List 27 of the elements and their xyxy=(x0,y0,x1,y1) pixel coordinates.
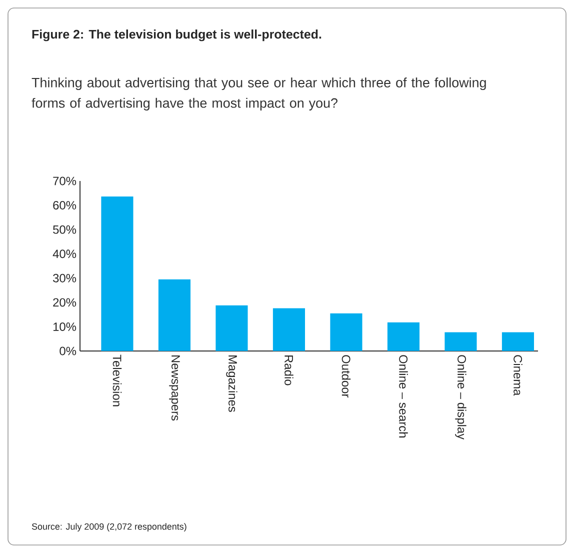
source-note: Source: July 2009 (2,072 respondents) xyxy=(32,523,186,532)
x-tick-label: Cinema xyxy=(514,355,522,396)
bar xyxy=(330,313,362,351)
x-tick-label: Outdoor xyxy=(342,355,351,398)
y-tick-label: 0% xyxy=(60,346,76,356)
chart-title: Figure 2: The television budget is well-protected. xyxy=(32,30,322,42)
y-tick-label: 20% xyxy=(53,298,76,307)
y-tick-label: 60% xyxy=(53,201,76,210)
bar xyxy=(216,305,248,351)
bar xyxy=(387,322,420,351)
x-tick-label: Online – search xyxy=(399,355,408,438)
chart-subtitle: Thinking about advertising that you see or hear which three of the following forms of advertising have the most impact on you? xyxy=(32,78,486,110)
bar xyxy=(444,332,477,351)
bar xyxy=(158,279,190,351)
x-tick-label: Radio xyxy=(284,356,294,386)
y-tick-label: 30% xyxy=(53,274,76,282)
x-tick-label: Magazines xyxy=(226,356,238,412)
y-tick-label: 10% xyxy=(53,322,76,331)
bar xyxy=(101,196,134,351)
y-tick-label: 70% xyxy=(53,176,76,186)
y-tick-label: 50% xyxy=(53,225,76,234)
y-tick-label: 40% xyxy=(52,250,76,258)
x-tick-label: Television xyxy=(112,354,122,406)
bar xyxy=(502,332,534,351)
x-tick-label: Online – display xyxy=(455,355,466,440)
x-tick-label: Newspapers xyxy=(169,356,180,421)
bar xyxy=(272,308,305,351)
